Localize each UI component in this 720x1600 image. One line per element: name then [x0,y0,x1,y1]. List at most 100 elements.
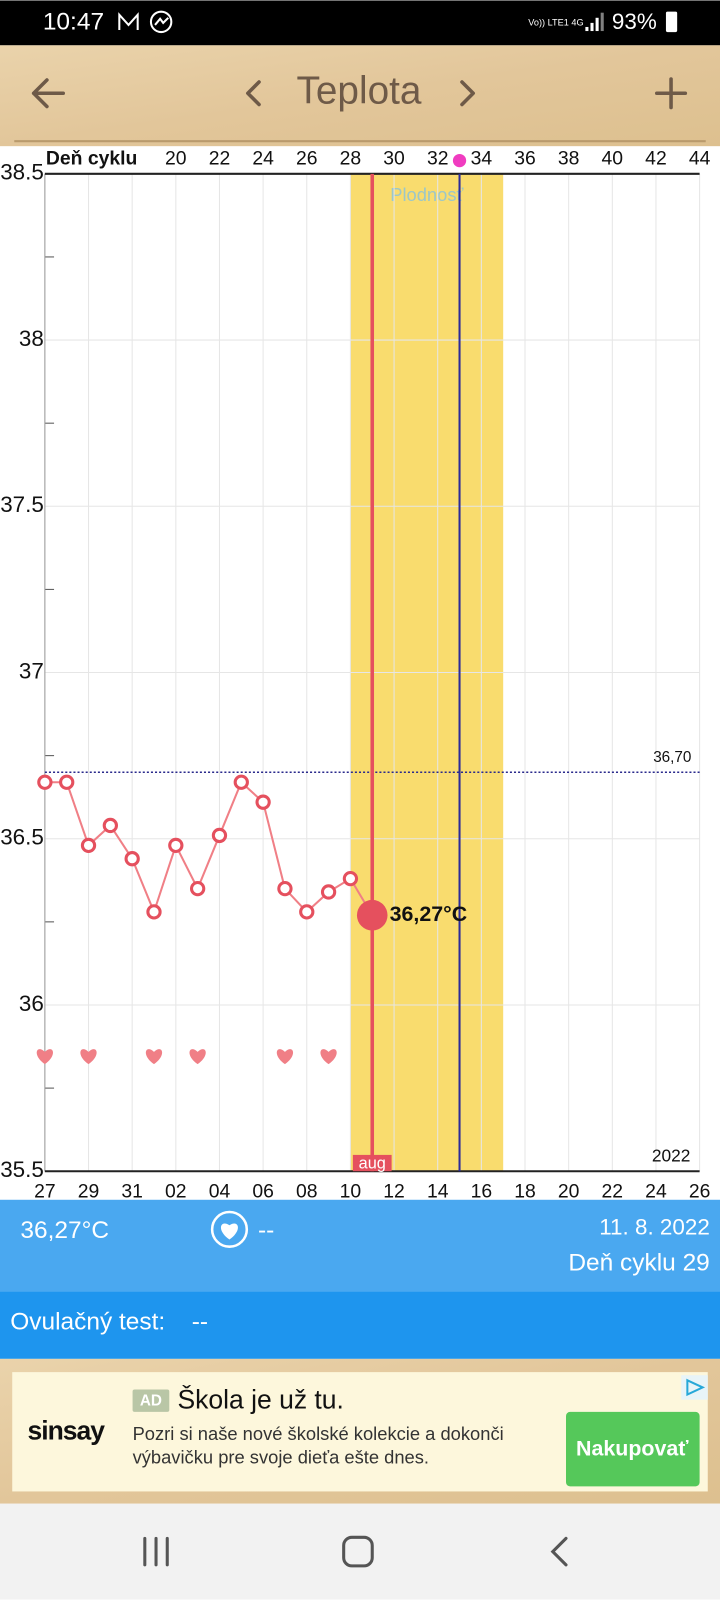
temperature-point [80,837,97,854]
temperature-line [44,780,374,916]
intercourse-button[interactable] [210,1210,249,1248]
temperature-point [211,827,228,844]
summary-temperature: 36,27°C [20,1217,109,1244]
x-tick-label: 31 [121,1181,143,1203]
y-tick-label: 36 [19,991,44,1016]
temperature-point [124,851,140,867]
x2-tick-label: 22 [209,148,231,170]
x-tick-label: 16 [471,1181,493,1203]
previous-button[interactable] [246,80,261,107]
x2-tick-label: 34 [471,148,493,170]
intercourse-marker [145,1049,163,1065]
status-time: 10:47 [43,8,104,35]
temperature-point [168,837,184,854]
x-tick-label: 02 [165,1181,187,1203]
intercourse-marker [320,1049,337,1065]
reference-line-label: 36,70 [653,749,691,766]
temperature-point [255,794,271,810]
intercourse-marker [189,1049,206,1065]
x-tick-label: 27 [34,1181,56,1203]
summary-panel [0,1199,720,1292]
temperature-point [102,817,118,834]
ad-body-line: Pozri si naše nové školské kolekcie a do… [133,1423,504,1444]
status-battery: 93% [612,9,657,34]
ad-brand: sinsay [28,1415,106,1445]
x-tick-label: 14 [427,1181,449,1203]
home-button[interactable] [342,1535,374,1568]
x-tick-label: 04 [209,1181,231,1203]
temperature-point [320,884,337,900]
intercourse-marker [36,1049,54,1065]
x-tick-label: 10 [340,1181,362,1203]
next-button[interactable] [460,80,475,107]
temperature-point [342,871,359,887]
intercourse-marker [80,1049,97,1065]
ovulation-test-label: Ovulačný test: [10,1309,165,1336]
x2-tick-label: 28 [340,148,362,170]
temperature-point [277,880,293,897]
x2-tick-label: 30 [383,148,405,170]
temperature-point [37,774,53,790]
toolbar-title: Teplota [296,69,421,112]
signal-icon [585,12,604,32]
add-button[interactable] [654,77,688,110]
x2-tick-label: 40 [602,148,624,170]
battery-icon [665,11,678,33]
ad-body-line: výbavičku pre svoje dieťa ešte dnes. [133,1447,429,1468]
intercourse-marker [276,1049,294,1065]
x2-tick-label: 20 [165,148,187,170]
summary-intercourse: -- [258,1217,274,1244]
status-network: Vo)) LTE1 4G [528,17,583,27]
ovulation-test-value: -- [192,1309,208,1336]
back-button[interactable] [31,78,66,109]
navigation-bar [0,1503,720,1600]
temperature-point [189,880,206,897]
x-tick-label: 12 [383,1181,405,1203]
temperature-point [299,904,315,920]
y-tick-label: 37.5 [0,492,44,517]
x2-tick-label: 36 [514,148,536,170]
x2-tick-label: 44 [689,148,711,170]
month-marker [352,1154,392,1172]
x2-tick-label: 42 [645,148,667,170]
ad-badge: AD [140,1393,162,1410]
fertile-window-label: Plodnosť [390,184,464,205]
selected-point-label: 36,27°C [390,902,468,926]
ad-choices[interactable] [681,1375,708,1400]
ad-headline: Škola je už tu. [177,1385,343,1415]
back-nav-button[interactable] [550,1536,568,1567]
x-tick-label: 24 [645,1181,667,1203]
ad-button[interactable] [566,1411,700,1487]
x2-tick-label: 26 [296,148,318,170]
x-tick-label: 22 [602,1181,624,1203]
x-tick-label: 18 [514,1181,536,1203]
x-tick-label: 08 [296,1181,318,1203]
x2-tick-label: 32 [427,148,449,170]
summary-date: 11. 8. 2022 [599,1214,710,1239]
ad-badge-box [132,1389,170,1412]
summary-cycle-day: Deň cyklu 29 [568,1249,709,1276]
status-icons [118,10,173,34]
x-tick-label: 26 [689,1181,711,1203]
ad-button-label: Nakupovať [576,1436,689,1460]
y-tick-label: 35.5 [0,1157,44,1182]
x2-axis-label: Deň cyklu [46,148,137,170]
y-tick-label: 37 [19,658,44,683]
x-tick-label: 20 [558,1181,580,1203]
x2-tick-label: 38 [558,148,580,170]
year-label: 2022 [652,1146,691,1166]
y-tick-label: 36.5 [0,825,44,850]
x-tick-label: 29 [78,1181,100,1203]
month-marker-label: aug [359,1154,386,1172]
ovulation-marker [452,153,467,168]
temperature-point [233,774,249,790]
y-tick-label: 38 [19,326,44,351]
recent-apps-button[interactable] [143,1536,169,1567]
toolbar [0,45,720,147]
y-tick-label: 38.5 [0,160,44,185]
temperature-point [146,904,162,920]
selected-point [356,899,388,931]
